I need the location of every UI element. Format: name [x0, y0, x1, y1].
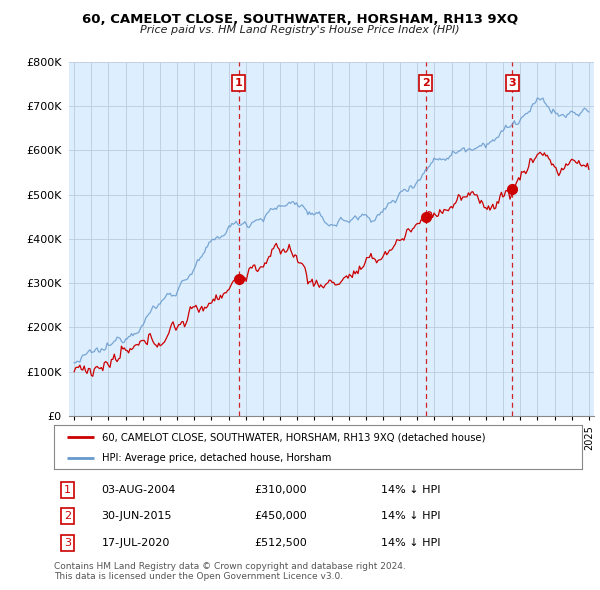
Text: 14% ↓ HPI: 14% ↓ HPI [382, 537, 441, 548]
Text: 14% ↓ HPI: 14% ↓ HPI [382, 512, 441, 521]
Text: 03-AUG-2004: 03-AUG-2004 [101, 485, 176, 495]
Text: 14% ↓ HPI: 14% ↓ HPI [382, 485, 441, 495]
Text: 3: 3 [64, 537, 71, 548]
Text: 1: 1 [235, 78, 242, 88]
Text: 1: 1 [64, 485, 71, 495]
Text: £450,000: £450,000 [254, 512, 307, 521]
Text: 30-JUN-2015: 30-JUN-2015 [101, 512, 172, 521]
Text: Contains HM Land Registry data © Crown copyright and database right 2024.: Contains HM Land Registry data © Crown c… [54, 562, 406, 571]
Text: Price paid vs. HM Land Registry's House Price Index (HPI): Price paid vs. HM Land Registry's House … [140, 25, 460, 35]
Text: 3: 3 [509, 78, 516, 88]
Text: HPI: Average price, detached house, Horsham: HPI: Average price, detached house, Hors… [101, 453, 331, 463]
Text: 2: 2 [422, 78, 430, 88]
Text: This data is licensed under the Open Government Licence v3.0.: This data is licensed under the Open Gov… [54, 572, 343, 581]
Text: £512,500: £512,500 [254, 537, 307, 548]
Text: 2: 2 [64, 512, 71, 521]
Text: 17-JUL-2020: 17-JUL-2020 [101, 537, 170, 548]
Text: £310,000: £310,000 [254, 485, 307, 495]
Text: 60, CAMELOT CLOSE, SOUTHWATER, HORSHAM, RH13 9XQ: 60, CAMELOT CLOSE, SOUTHWATER, HORSHAM, … [82, 13, 518, 26]
Text: 60, CAMELOT CLOSE, SOUTHWATER, HORSHAM, RH13 9XQ (detached house): 60, CAMELOT CLOSE, SOUTHWATER, HORSHAM, … [101, 432, 485, 442]
